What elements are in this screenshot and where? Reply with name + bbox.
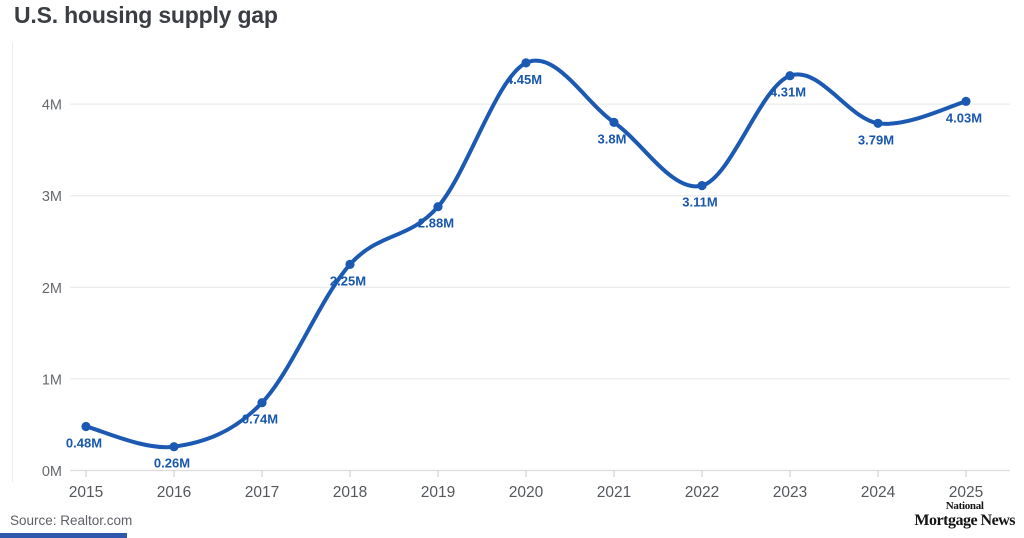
x-tick-label: 2023 [773,484,807,501]
x-tick-label: 2021 [597,484,631,501]
y-tick-label: 1M [42,372,62,388]
x-tick-label: 2020 [509,484,544,501]
data-point-label: 4.45M [506,72,542,87]
data-point-label: 2.25M [330,273,366,288]
logo-line2: Mortgage News [914,512,1015,529]
data-point-label: 4.03M [946,110,982,125]
data-point-label: 3.8M [598,131,627,146]
chart-title: U.S. housing supply gap [14,2,278,28]
logo-line1: National [945,500,984,512]
data-point [433,202,443,212]
x-tick-label: 2018 [333,484,367,501]
national-mortgage-news-logo: National Mortgage News [914,501,1015,529]
series-line [84,58,968,450]
x-tick-label: 2019 [421,484,455,501]
x-tick-label: 2025 [949,484,983,501]
data-point-label: 3.11M [682,195,717,210]
data-point [697,181,707,191]
x-tick-label: 2022 [685,484,719,501]
x-tick-label: 2017 [245,484,279,501]
data-point [961,96,971,106]
data-point-label: 0.26M [154,456,190,471]
bottom-accent-bar [0,533,127,538]
x-tick-label: 2024 [861,484,896,501]
y-tick-label: 3M [42,189,62,205]
data-point [345,259,355,269]
data-point [521,58,531,68]
x-tick-label: 2015 [69,484,103,501]
data-point-label: 2.88M [418,216,454,231]
data-point [785,71,795,81]
data-point [609,117,619,127]
data-point [169,442,179,452]
y-tick-label: 2M [42,281,62,297]
y-tick-label: 4M [42,98,62,114]
y-tick-label: 0M [42,464,62,480]
data-point [257,398,267,408]
data-point [873,118,883,128]
data-point-label: 4.31M [770,85,806,100]
data-point [81,421,91,432]
source-caption: Source: Realtor.com [10,513,133,528]
chart-left-border [12,42,13,482]
data-point-label: 3.79M [858,132,894,147]
data-point-label: 0.74M [242,412,278,427]
x-tick-label: 2016 [157,484,191,501]
data-point-label: 0.48M [66,436,102,451]
